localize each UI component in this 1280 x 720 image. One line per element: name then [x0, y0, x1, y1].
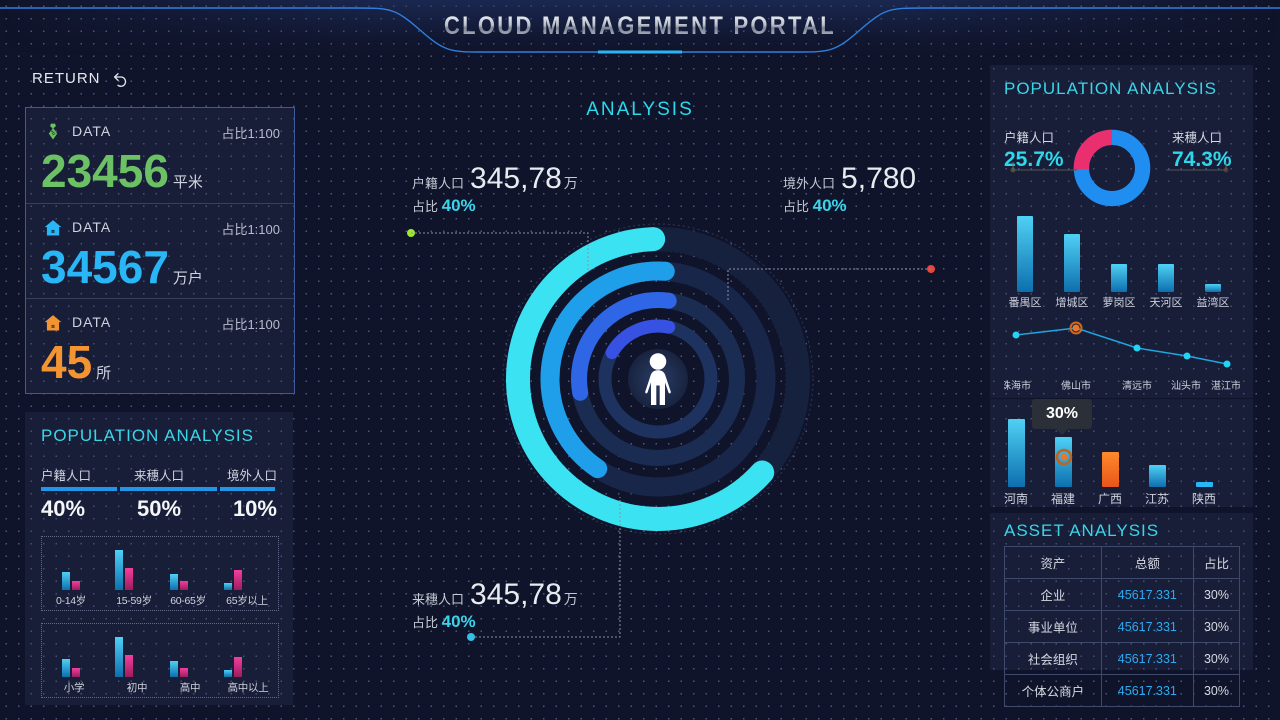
svg-text:湛江市: 湛江市: [1211, 379, 1240, 392]
svg-text:佛山市: 佛山市: [1061, 379, 1091, 392]
svg-text:珠海市: 珠海市: [1004, 379, 1031, 392]
svg-text:汕头市: 汕头市: [1171, 379, 1201, 392]
svg-text:清远市: 清远市: [1122, 379, 1152, 392]
